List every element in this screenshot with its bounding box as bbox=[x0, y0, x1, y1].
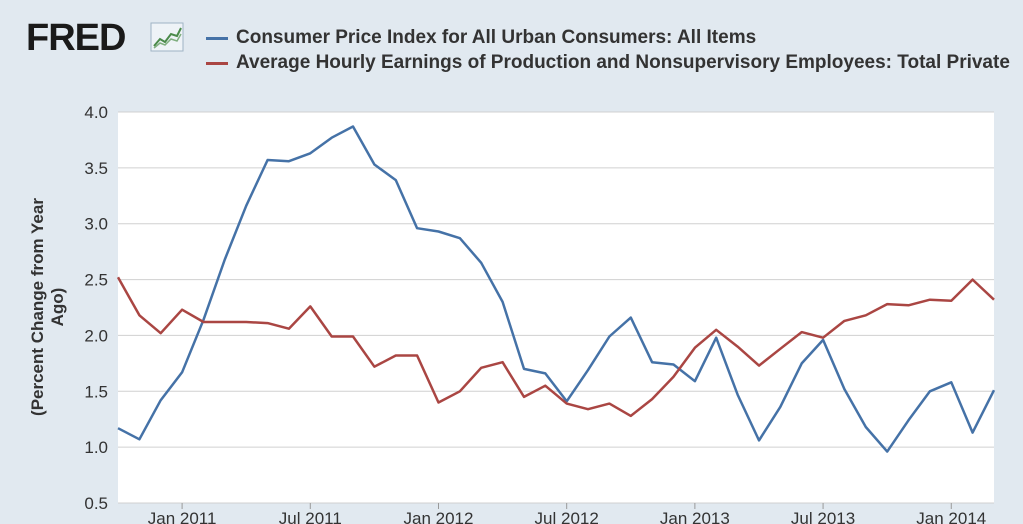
y-tick-label: 4.0 bbox=[84, 103, 108, 122]
x-tick-label: Jul 2013 bbox=[791, 509, 855, 524]
x-tick-label: Jul 2011 bbox=[279, 509, 342, 524]
y-tick-label: 1.5 bbox=[84, 382, 108, 401]
fred-logo: FRED bbox=[26, 17, 126, 59]
plot-area bbox=[118, 112, 994, 503]
legend-label-cpi: Consumer Price Index for All Urban Consu… bbox=[236, 27, 757, 48]
y-tick-label: 0.5 bbox=[84, 494, 108, 513]
x-tick-label: Jul 2012 bbox=[535, 509, 599, 524]
y-tick-label: 3.0 bbox=[84, 215, 108, 234]
legend-swatch-earnings bbox=[206, 62, 228, 65]
legend-swatch-cpi bbox=[206, 37, 228, 40]
chart-line-icon bbox=[150, 22, 184, 52]
x-tick-label: Jan 2012 bbox=[404, 509, 474, 524]
x-tick-label: Jan 2011 bbox=[148, 509, 217, 524]
series-line-cpi bbox=[117, 125, 996, 453]
legend-label-earnings: Average Hourly Earnings of Production an… bbox=[236, 52, 1010, 73]
chart-legend: Consumer Price Index for All Urban Consu… bbox=[206, 25, 1023, 75]
legend-item-earnings[interactable]: Average Hourly Earnings of Production an… bbox=[206, 50, 1023, 75]
y-tick-label: 2.0 bbox=[84, 326, 108, 345]
x-tick-label: Jan 2013 bbox=[660, 509, 730, 524]
y-tick-label: 2.5 bbox=[84, 271, 108, 290]
legend-item-cpi[interactable]: Consumer Price Index for All Urban Consu… bbox=[206, 25, 1023, 50]
series-line-earnings bbox=[116, 276, 995, 418]
y-tick-label: 1.0 bbox=[84, 438, 108, 457]
y-tick-label: 3.5 bbox=[84, 159, 108, 178]
x-tick-label: Jan 2014 bbox=[916, 509, 986, 524]
